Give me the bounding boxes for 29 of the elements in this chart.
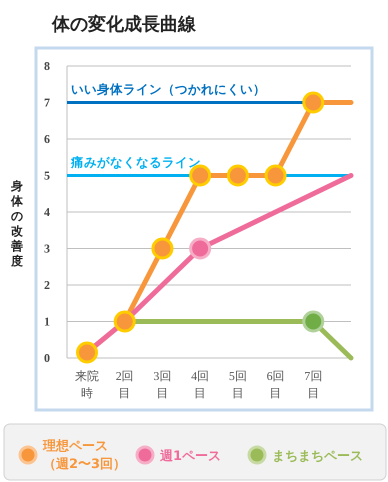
x-tick-label: 4回目 <box>191 369 210 400</box>
y-axis-title: 身体の改善度 <box>10 179 24 268</box>
legend-label: 週1ペース <box>159 449 222 464</box>
ref-line-label: いい身体ライン（つかれにくい） <box>71 82 266 96</box>
y-tick-label: 5 <box>44 168 50 182</box>
ref-line-label: 痛みがなくなるライン <box>70 154 201 170</box>
legend-label: まちまちペース <box>272 449 363 464</box>
point <box>302 92 324 114</box>
y-tick-label: 6 <box>44 132 50 146</box>
point <box>226 164 249 186</box>
y-tick-label: 7 <box>44 96 50 110</box>
x-tick-label: 5回目 <box>228 369 247 400</box>
y-tick-label: 4 <box>44 205 50 219</box>
x-tick-label: 7回目 <box>304 369 322 400</box>
point <box>151 238 174 260</box>
y-tick-label: 0 <box>44 351 50 365</box>
x-tick-label: 来院時 <box>75 369 99 400</box>
y-tick-label: 8 <box>44 59 50 73</box>
point <box>264 164 287 186</box>
y-tick-label: 2 <box>44 278 50 292</box>
x-tick-label: 6回目 <box>266 369 285 400</box>
y-tick-label: 1 <box>44 314 50 328</box>
x-tick-label: 2回目 <box>116 369 134 400</box>
chart-title: 体の変化成長曲線 <box>51 14 197 35</box>
point <box>76 342 98 364</box>
point <box>114 310 136 332</box>
legend-label: 理想ペース（週2〜3回） <box>42 438 126 472</box>
x-tick-label: 3回目 <box>153 369 172 400</box>
y-tick-label: 3 <box>44 242 50 256</box>
